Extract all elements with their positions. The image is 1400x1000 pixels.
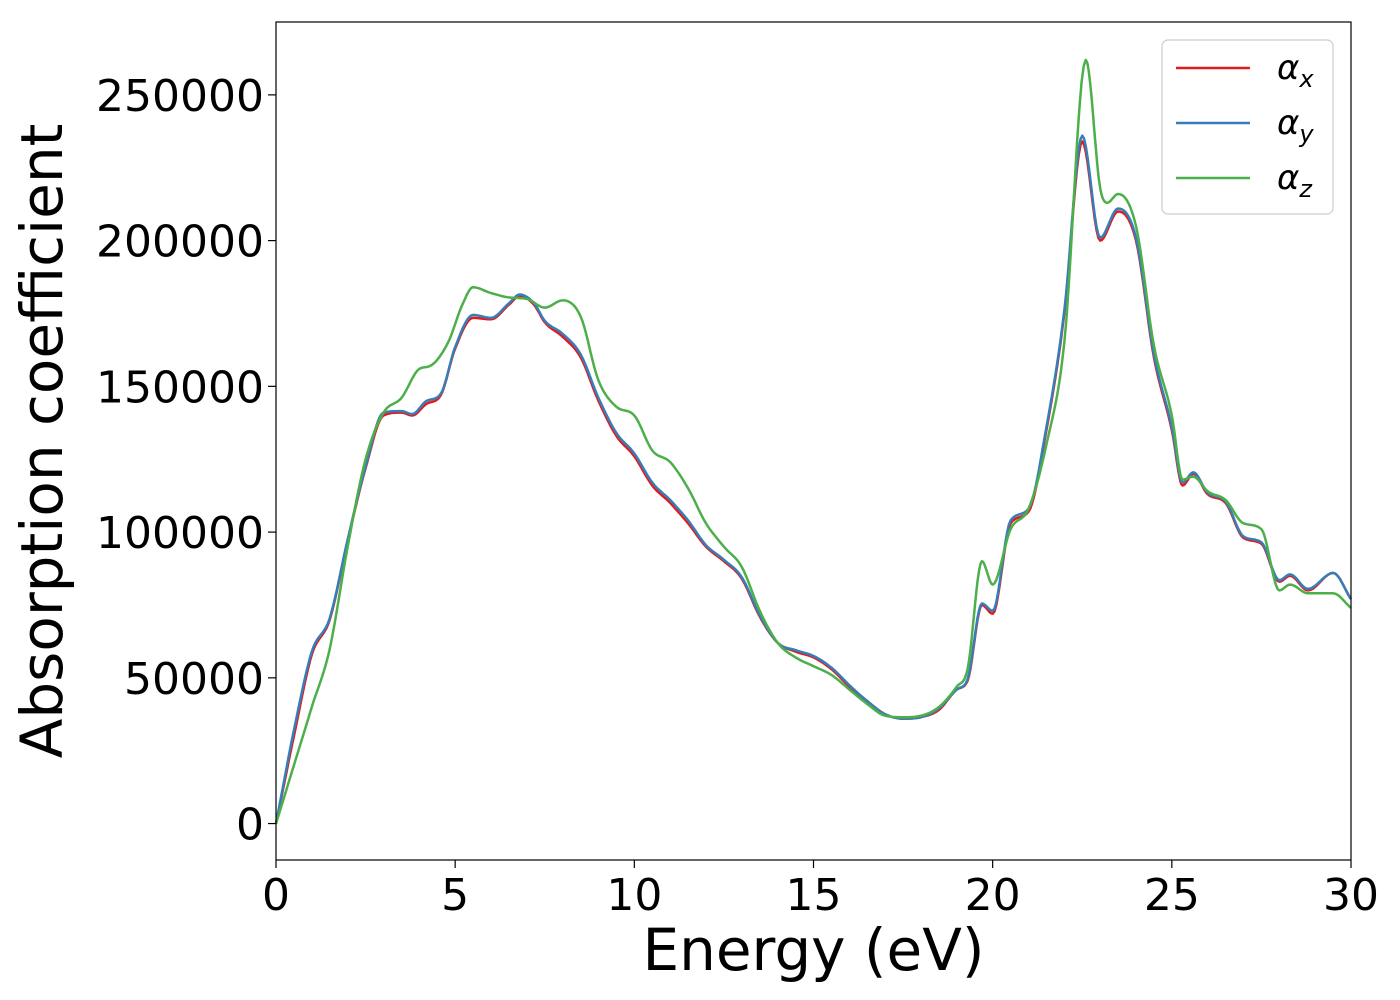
series-line-x xyxy=(274,140,1353,824)
x-tick-label: 5 xyxy=(441,870,469,921)
y-tick-label: 100000 xyxy=(96,508,264,559)
y-tick-label: 150000 xyxy=(96,362,264,413)
y-tick-label: 0 xyxy=(236,800,264,851)
series-line-y xyxy=(274,134,1353,824)
x-axis-title: Energy (eV) xyxy=(642,916,984,984)
y-tick-label: 50000 xyxy=(124,654,264,705)
legend-label-z: αz xyxy=(1277,158,1313,203)
legend-box xyxy=(1161,39,1334,215)
x-tick-label: 0 xyxy=(262,870,290,921)
x-axis-ticks: 0 5 10 15 20 25 30 xyxy=(262,860,1379,921)
x-tick-label: 15 xyxy=(786,870,842,921)
x-tick-label: 30 xyxy=(1323,870,1379,921)
x-tick-label: 20 xyxy=(965,870,1021,921)
x-tick-label: 25 xyxy=(1144,870,1200,921)
legend-label-x: αx xyxy=(1277,48,1314,93)
legend-label-y: αy xyxy=(1277,103,1314,148)
x-tick-label: 10 xyxy=(606,870,662,921)
y-axis-title: Absorption coefficient xyxy=(8,124,76,759)
y-axis-ticks: 0 50000 100000 150000 200000 250000 xyxy=(96,71,276,851)
series-layer xyxy=(274,58,1353,824)
y-tick-label: 200000 xyxy=(96,217,264,268)
y-tick-label: 250000 xyxy=(96,71,264,122)
legend: αx αy αz xyxy=(1161,39,1334,215)
series-line-z xyxy=(274,58,1352,824)
